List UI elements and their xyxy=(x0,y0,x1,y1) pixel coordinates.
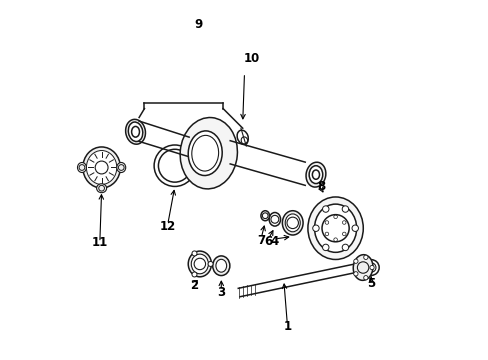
Circle shape xyxy=(363,260,378,275)
Circle shape xyxy=(322,206,328,212)
Ellipse shape xyxy=(180,117,237,189)
Ellipse shape xyxy=(188,131,222,176)
Text: 5: 5 xyxy=(366,277,375,290)
Ellipse shape xyxy=(86,150,117,184)
Circle shape xyxy=(342,206,348,212)
Ellipse shape xyxy=(237,130,248,144)
Circle shape xyxy=(353,272,357,276)
Ellipse shape xyxy=(268,212,280,226)
Circle shape xyxy=(192,272,197,277)
Circle shape xyxy=(154,145,195,186)
Circle shape xyxy=(351,225,358,231)
Ellipse shape xyxy=(285,214,300,232)
Text: 2: 2 xyxy=(190,279,198,292)
Text: 8: 8 xyxy=(317,180,325,193)
Text: 3: 3 xyxy=(217,286,225,299)
Circle shape xyxy=(363,255,367,260)
Circle shape xyxy=(369,265,373,270)
Ellipse shape xyxy=(82,147,120,188)
Ellipse shape xyxy=(307,197,363,260)
Ellipse shape xyxy=(128,122,142,141)
Ellipse shape xyxy=(117,162,125,172)
Ellipse shape xyxy=(216,259,226,272)
Text: 1: 1 xyxy=(283,320,291,333)
Ellipse shape xyxy=(188,251,211,277)
Text: 12: 12 xyxy=(159,220,176,233)
Text: 10: 10 xyxy=(243,52,259,65)
Text: 4: 4 xyxy=(270,235,279,248)
Circle shape xyxy=(312,225,319,231)
Text: 7: 7 xyxy=(257,234,265,247)
Text: 6: 6 xyxy=(264,235,272,248)
Text: 11: 11 xyxy=(92,236,108,249)
Ellipse shape xyxy=(314,204,356,252)
Ellipse shape xyxy=(125,120,145,144)
Circle shape xyxy=(342,244,348,251)
Text: 9: 9 xyxy=(194,18,202,31)
Ellipse shape xyxy=(305,162,325,187)
Circle shape xyxy=(322,244,328,251)
Circle shape xyxy=(353,259,357,264)
Ellipse shape xyxy=(261,211,269,221)
Ellipse shape xyxy=(308,166,322,184)
Ellipse shape xyxy=(97,184,106,193)
Circle shape xyxy=(207,261,213,266)
Ellipse shape xyxy=(212,256,229,275)
Circle shape xyxy=(192,251,197,256)
Ellipse shape xyxy=(282,211,303,235)
Ellipse shape xyxy=(77,162,86,172)
Ellipse shape xyxy=(352,255,372,280)
Circle shape xyxy=(363,275,367,280)
Ellipse shape xyxy=(191,254,208,274)
